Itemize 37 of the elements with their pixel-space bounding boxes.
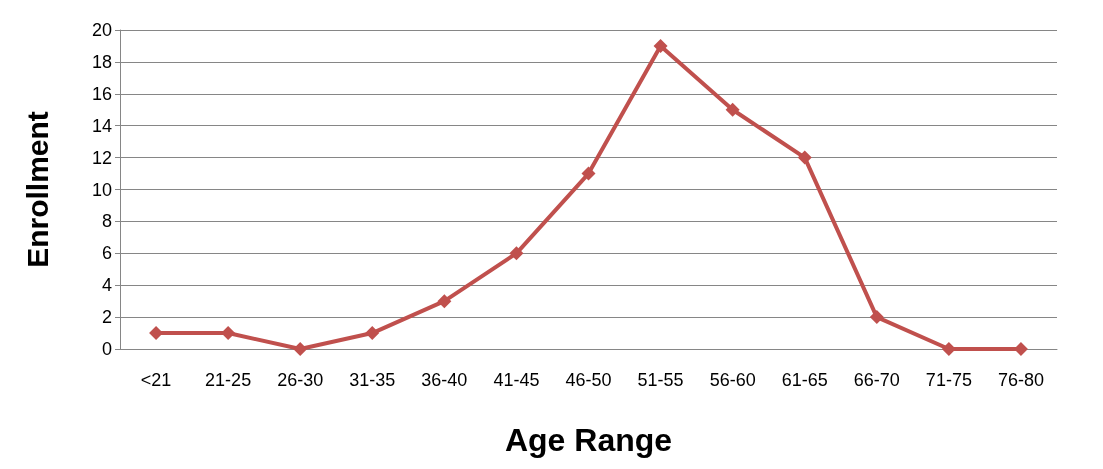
y-tick-label: 14 [91,115,112,136]
x-axis-title: Age Range [504,422,673,458]
x-tick-label: 41-45 [493,370,540,390]
x-tick-label: 66-70 [853,370,900,390]
point [869,310,884,325]
x-tick-label: 51-55 [637,370,684,390]
point [437,294,452,309]
point [581,166,596,181]
x-tick-label: 76-80 [997,370,1044,390]
y-tick-label: 0 [101,339,112,359]
y-tick-label: 6 [101,243,112,264]
y-tick-label: 16 [91,83,112,104]
y-tick-label: 20 [91,20,112,40]
x-tick-label: 31-35 [349,370,396,390]
y-tick-label: 4 [101,275,112,296]
x-tick-label: 21-25 [205,370,252,390]
x-tick-label: 46-50 [565,370,612,390]
point [221,326,236,341]
point [509,246,524,261]
x-tick-label: 61-65 [781,370,828,390]
y-tick-label: 8 [101,211,112,232]
point [653,38,668,53]
x-tick-label: <21 [140,370,172,390]
x-tick-label: 71-75 [925,370,972,390]
x-tick-label: 56-60 [709,370,756,390]
point [941,342,956,356]
y-tick-label: 2 [101,307,112,328]
y-tick-label: 12 [91,147,112,168]
x-tick-label: 26-30 [277,370,324,390]
point [293,342,308,356]
point [797,150,812,165]
x-tick-label: 36-40 [421,370,468,390]
point [365,326,380,341]
y-axis-title: Enrollment [20,111,54,268]
y-tick-label: 10 [91,179,112,200]
point [725,102,740,117]
y-tick-label: 18 [91,51,112,72]
